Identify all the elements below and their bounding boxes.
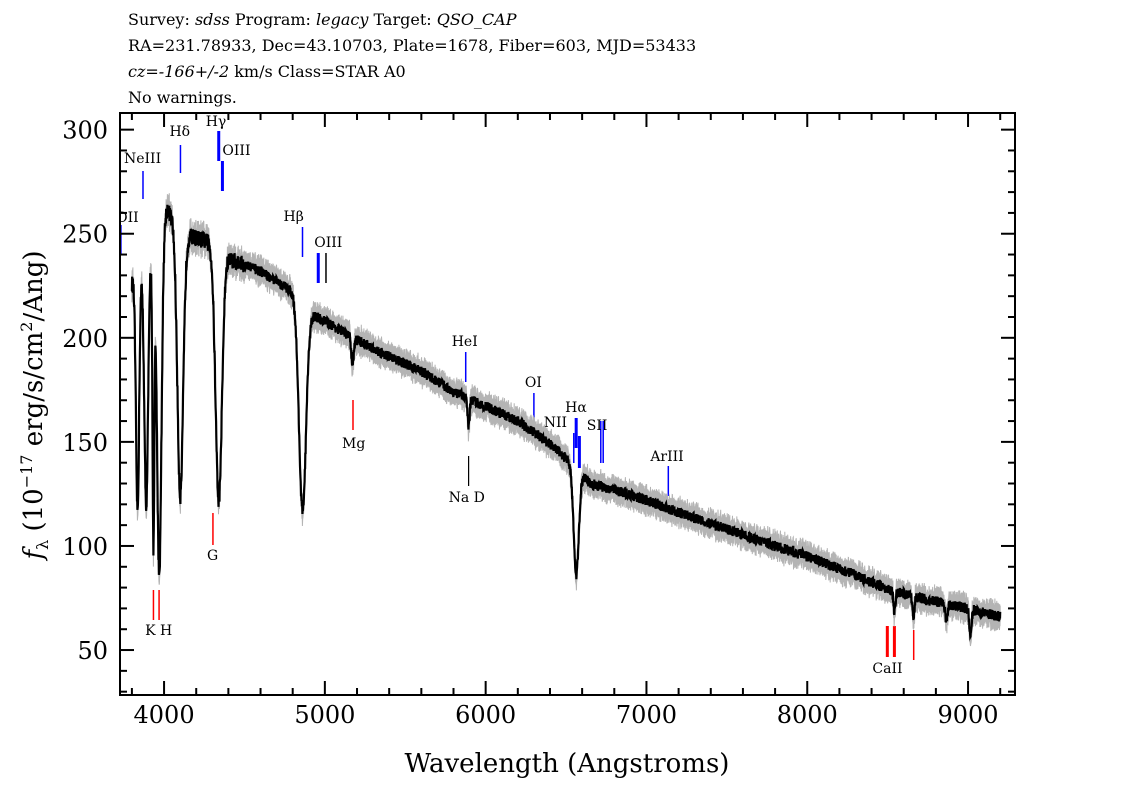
cz-value: cz=-166+/-2	[128, 62, 230, 81]
flux-line	[130, 204, 1002, 642]
x-tick-label: 5000	[294, 701, 355, 729]
line-marker-label: Hγ	[206, 114, 227, 130]
line-marker-label: Na D	[449, 490, 485, 506]
line-marker-label: NII	[544, 415, 567, 431]
line-marker-label: SII	[587, 418, 608, 434]
x-tick-label: 7000	[616, 701, 677, 729]
line-marker-label: OIII	[222, 143, 250, 159]
x-tick-label: 8000	[777, 701, 838, 729]
x-tick-label: 6000	[455, 701, 516, 729]
plot-frame	[119, 112, 1016, 696]
line-marker-label: CaII	[872, 661, 902, 677]
y-tick-label: 200	[62, 325, 108, 353]
line-marker-label: OII	[116, 210, 139, 226]
line-marker-label: OIII	[314, 235, 342, 251]
line-marker-label: NII	[579, 0, 602, 4]
line-marker-label: Mg	[342, 436, 365, 452]
program-value: legacy	[316, 10, 369, 29]
line-marker-label: OI	[525, 375, 542, 391]
x-tick-label: 4000	[134, 701, 195, 729]
y-tick-label: 150	[62, 429, 108, 457]
header-line-redshift: cz=-166+/-2 km/s Class=STAR A0	[128, 62, 406, 81]
line-marker-label: HeI	[452, 334, 478, 350]
y-tick-label: 250	[62, 221, 108, 249]
y-axis-label: fλ (10−17 erg/s/cm2/Ang)	[17, 250, 52, 561]
line-marker-label: Hδ	[169, 124, 190, 140]
line-marker-label: NeIII	[124, 151, 161, 167]
line-marker-label: Hα	[565, 400, 587, 416]
program-label: Program:	[229, 10, 317, 29]
line-marker-label: Hβ	[284, 209, 304, 225]
x-tick-label: 9000	[938, 701, 999, 729]
header-line-survey: Survey: sdss Program: legacy Target: QSO…	[128, 10, 517, 29]
line-marker-label: G	[207, 548, 218, 564]
target-label: Target:	[368, 10, 437, 29]
line-marker-label: ArIII	[649, 449, 683, 465]
y-tick-label: 100	[62, 533, 108, 561]
x-axis-label: Wavelength (Angstroms)	[405, 749, 730, 779]
y-tick-label: 300	[62, 117, 108, 145]
header-line-warnings: No warnings.	[128, 88, 237, 107]
class-text: km/s Class=STAR A0	[229, 62, 406, 81]
survey-value: sdss	[194, 10, 230, 29]
y-tick-label: 50	[77, 637, 108, 665]
target-value: QSO_CAP	[436, 10, 517, 29]
line-marker-label: K H	[145, 623, 172, 639]
header-line-coords: RA=231.78933, Dec=43.10703, Plate=1678, …	[128, 36, 697, 55]
survey-label: Survey:	[128, 10, 195, 29]
